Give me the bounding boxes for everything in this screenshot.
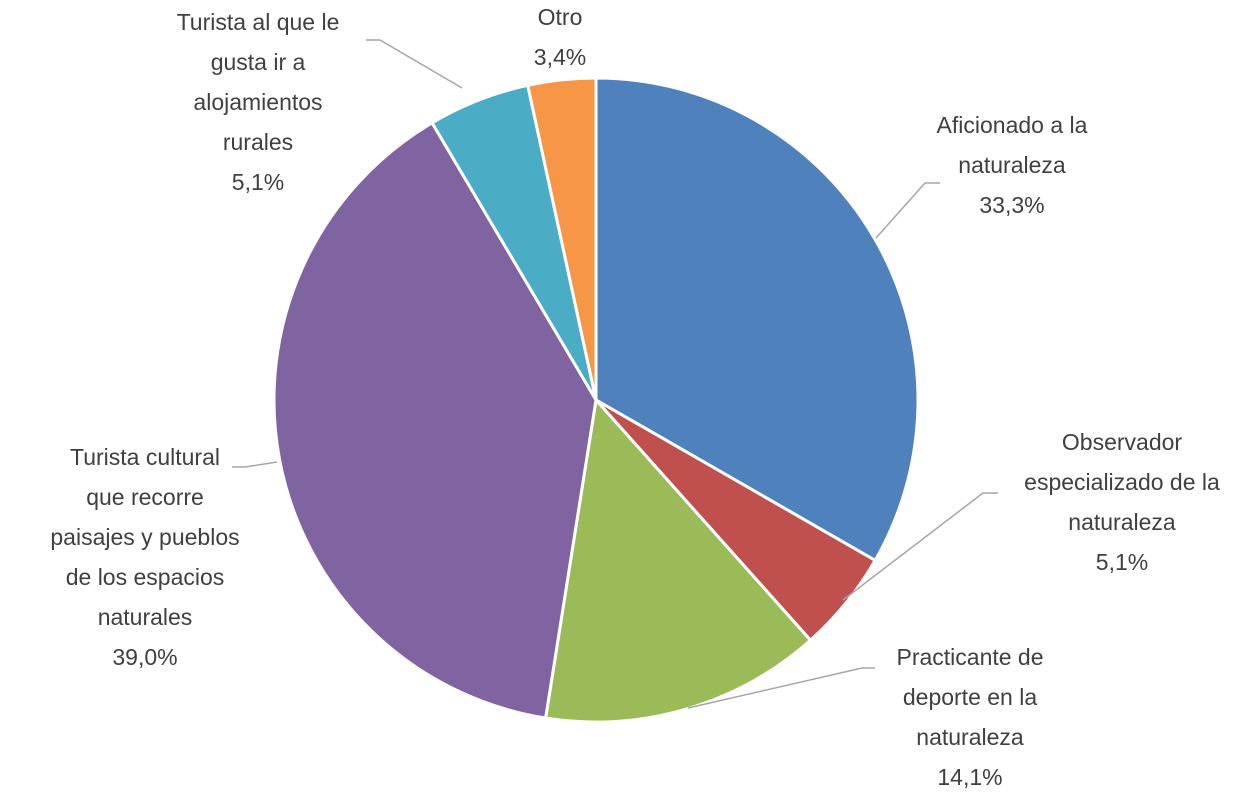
label-line: especializado de la bbox=[1024, 469, 1220, 495]
value-label: 39,0% bbox=[112, 644, 177, 670]
value-label: 3,4% bbox=[534, 44, 586, 70]
slice-label: Observador especializado de la naturaleza bbox=[1024, 429, 1220, 535]
label-line: gusta ir a bbox=[211, 49, 306, 75]
pie-slice bbox=[272, 120, 598, 720]
slice-label: Aficionado a la naturaleza bbox=[937, 112, 1088, 178]
leader-line bbox=[875, 182, 940, 239]
leader-line bbox=[842, 492, 998, 601]
label-line: Observador bbox=[1062, 429, 1183, 455]
label-line: que recorre bbox=[86, 484, 204, 510]
label-line: deporte en la bbox=[903, 684, 1037, 710]
slice-label: Otro bbox=[538, 4, 583, 30]
slice-label: Turista cultural que recorre paisajes y pu… bbox=[50, 444, 239, 630]
label-line: naturaleza bbox=[1068, 509, 1176, 535]
leader-line bbox=[232, 461, 278, 468]
label-line: de los espacios bbox=[66, 564, 225, 590]
slice-label: Practicante de deporte en la naturaleza bbox=[896, 644, 1043, 750]
label-line: naturaleza bbox=[916, 724, 1024, 750]
label-line: Practicante de bbox=[896, 644, 1043, 670]
slice-label: Turista al que le gusta ir a alojamientos r… bbox=[177, 9, 340, 155]
value-label: 14,1% bbox=[937, 764, 1002, 790]
value-label: 33,3% bbox=[979, 192, 1044, 218]
label-line: Turista cultural bbox=[70, 444, 220, 470]
label-line: alojamientos bbox=[193, 89, 322, 115]
label-line: Otro bbox=[538, 4, 583, 30]
leader-line bbox=[366, 39, 463, 89]
pie-slice bbox=[543, 396, 813, 724]
label-line: paisajes y pueblos bbox=[50, 524, 239, 550]
pie-slice bbox=[525, 76, 598, 401]
leader-line bbox=[687, 667, 875, 709]
label-line: rurales bbox=[223, 129, 293, 155]
label-line: naturales bbox=[98, 604, 193, 630]
label-line: naturaleza bbox=[958, 152, 1066, 178]
label-line: Aficionado a la bbox=[937, 112, 1088, 138]
value-label: 5,1% bbox=[232, 169, 284, 195]
value-label: 5,1% bbox=[1096, 549, 1148, 575]
pie-slice bbox=[594, 76, 920, 563]
label-line: Turista al que le bbox=[177, 9, 340, 35]
